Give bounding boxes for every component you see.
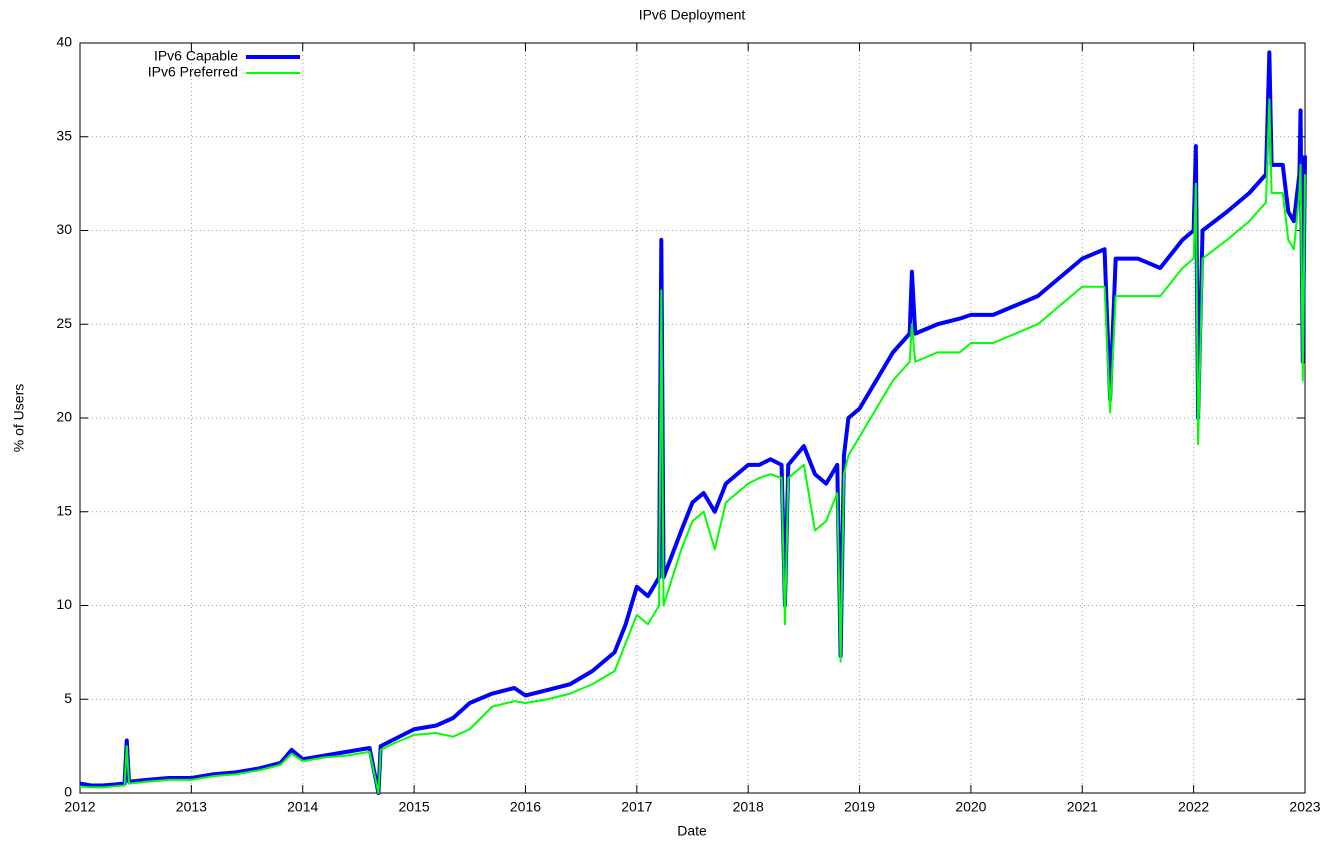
- y-tick-label: 15: [56, 502, 72, 518]
- y-tick-label: 30: [56, 221, 72, 237]
- y-tick-label: 25: [56, 315, 72, 331]
- x-axis-label: Date: [677, 823, 707, 839]
- x-tick-label: 2018: [733, 799, 764, 815]
- series-line: [79, 50, 1307, 795]
- x-tick-label: 2022: [1178, 799, 1209, 815]
- x-tick-label: 2017: [621, 799, 652, 815]
- series-line: [79, 98, 1306, 794]
- chart-title: IPv6 Deployment: [639, 7, 746, 23]
- legend-label: IPv6 Capable: [154, 48, 238, 64]
- y-tick-label: 5: [64, 690, 72, 706]
- y-tick-label: 40: [56, 34, 72, 50]
- x-tick-label: 2013: [176, 799, 207, 815]
- y-tick-label: 20: [56, 409, 72, 425]
- x-tick-label: 2023: [1289, 799, 1320, 815]
- plot-frame: [79, 42, 1306, 794]
- x-tick-label: 2012: [64, 799, 95, 815]
- x-tick-label: 2019: [844, 799, 875, 815]
- x-tick-label: 2016: [510, 799, 541, 815]
- y-tick-label: 0: [64, 784, 72, 800]
- y-tick-label: 35: [56, 127, 72, 143]
- x-tick-label: 2021: [1067, 799, 1098, 815]
- x-tick-label: 2015: [399, 799, 430, 815]
- legend-label: IPv6 Preferred: [148, 64, 238, 80]
- x-tick-label: 2020: [955, 799, 986, 815]
- y-tick-label: 10: [56, 596, 72, 612]
- y-axis-label: % of Users: [11, 384, 27, 452]
- x-tick-label: 2014: [287, 799, 318, 815]
